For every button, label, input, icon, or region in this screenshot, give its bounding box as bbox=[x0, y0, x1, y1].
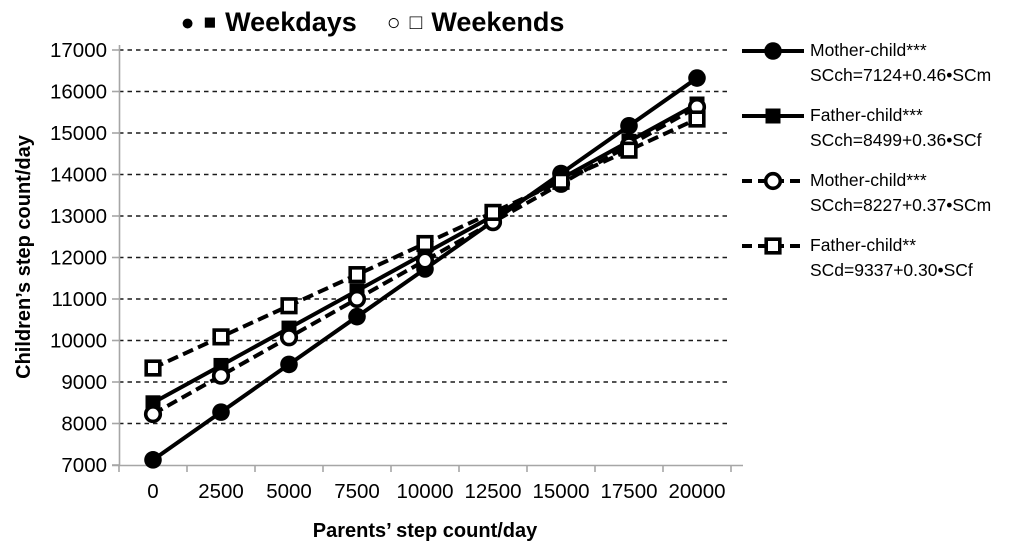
data-point bbox=[347, 289, 367, 309]
data-point bbox=[688, 69, 706, 87]
data-point bbox=[620, 141, 638, 159]
series-line bbox=[152, 105, 698, 416]
y-tick-label: 13000 bbox=[50, 205, 107, 228]
y-tick-label: 8000 bbox=[61, 413, 107, 436]
legend-series-equation: SCch=8227+0.37•SCm bbox=[810, 195, 992, 215]
data-point bbox=[143, 404, 163, 424]
y-tick-label: 15000 bbox=[50, 122, 107, 145]
chart-title: ● ■ Weekdays ○ □ Weekends bbox=[0, 2, 745, 42]
data-point bbox=[688, 110, 706, 128]
data-point bbox=[212, 403, 230, 421]
weekends-title-group: ○ □ Weekends bbox=[387, 7, 565, 38]
data-point bbox=[484, 203, 502, 221]
filled-circle-legend-key bbox=[742, 42, 804, 60]
data-point bbox=[280, 355, 298, 374]
y-tick-labels: 7000 8000 9000 10000 11000 12000 13000 14000 150… bbox=[50, 39, 107, 477]
data-point bbox=[552, 172, 570, 190]
open-circle-icon: ○ bbox=[386, 8, 401, 35]
legend-series-name: Father-child** bbox=[810, 235, 917, 255]
data-point bbox=[144, 359, 162, 377]
data-point bbox=[348, 266, 366, 284]
weekdays-title-group: ● ■ Weekdays bbox=[181, 7, 357, 38]
x-tick-label: 2500 bbox=[198, 480, 244, 503]
y-tick-label: 17000 bbox=[50, 39, 107, 62]
data-point bbox=[764, 42, 782, 60]
legend: Mother-child*** SCch=7124+0.46•SCm Father-… bbox=[741, 38, 1024, 298]
data-point bbox=[416, 234, 434, 253]
weekdays-label: Weekdays bbox=[225, 6, 357, 37]
legend-entry: Mother-child*** SCch=8227+0.37•SCm bbox=[741, 168, 1024, 218]
legend-series-equation: SCd=9337+0.30•SCf bbox=[810, 260, 973, 280]
y-tick-label: 14000 bbox=[50, 164, 107, 187]
legend-series-name: Mother-child*** bbox=[810, 40, 927, 60]
x-axis-title: Parents’ step count/day bbox=[312, 520, 538, 542]
data-point bbox=[620, 116, 638, 135]
y-tick-label: 16000 bbox=[50, 81, 107, 104]
x-tick-label: 12500 bbox=[464, 480, 521, 503]
weekends-label: Weekends bbox=[431, 6, 565, 37]
data-point bbox=[764, 237, 782, 255]
x-tick-label: 10000 bbox=[396, 480, 453, 503]
data-point bbox=[211, 366, 231, 385]
data-point bbox=[415, 251, 435, 270]
legend-entry: Mother-child*** SCch=7124+0.46•SCm bbox=[741, 38, 1024, 88]
y-tick-label: 10000 bbox=[50, 330, 107, 353]
legend-series-equation: SCch=7124+0.46•SCm bbox=[810, 65, 992, 85]
data-point bbox=[765, 108, 781, 124]
x-tick-label: 7500 bbox=[334, 480, 380, 503]
data-point bbox=[348, 307, 366, 326]
data-point bbox=[279, 328, 299, 347]
x-tick-label: 17500 bbox=[600, 480, 657, 503]
data-point bbox=[212, 328, 230, 346]
open-square-legend-key bbox=[742, 237, 804, 255]
x-tick-label: 20000 bbox=[668, 480, 725, 503]
x-tick-labels: 0 2500 5000 7500 10000 12500 15000 17500 20000 bbox=[147, 480, 725, 503]
filled-square-icon: ■ bbox=[203, 10, 217, 34]
data-point bbox=[280, 297, 298, 315]
legend-series-name: Mother-child*** bbox=[810, 170, 927, 190]
axes bbox=[112, 45, 743, 472]
y-tick-label: 11000 bbox=[52, 288, 107, 311]
x-tick-label: 0 bbox=[147, 480, 158, 503]
x-tick-label: 5000 bbox=[266, 480, 312, 503]
open-square-icon: □ bbox=[409, 10, 423, 34]
filled-square-legend-key bbox=[742, 108, 804, 124]
y-tick-label: 12000 bbox=[50, 247, 107, 270]
series-weekends-father-child bbox=[144, 110, 706, 377]
data-point bbox=[763, 171, 783, 191]
legend-series-equation: SCch=8499+0.36•SCf bbox=[810, 130, 982, 150]
y-tick-label: 7000 bbox=[61, 454, 107, 477]
x-tick-label: 15000 bbox=[532, 480, 589, 503]
open-circle-legend-key bbox=[742, 171, 804, 191]
legend-entry: Father-child** SCd=9337+0.30•SCf bbox=[741, 233, 1024, 283]
data-point bbox=[144, 451, 162, 469]
legend-entry: Father-child*** SCch=8499+0.36•SCf bbox=[741, 103, 1024, 153]
filled-circle-icon: ● bbox=[180, 8, 195, 35]
y-tick-label: 9000 bbox=[61, 371, 107, 394]
legend-series-name: Father-child*** bbox=[810, 105, 923, 125]
